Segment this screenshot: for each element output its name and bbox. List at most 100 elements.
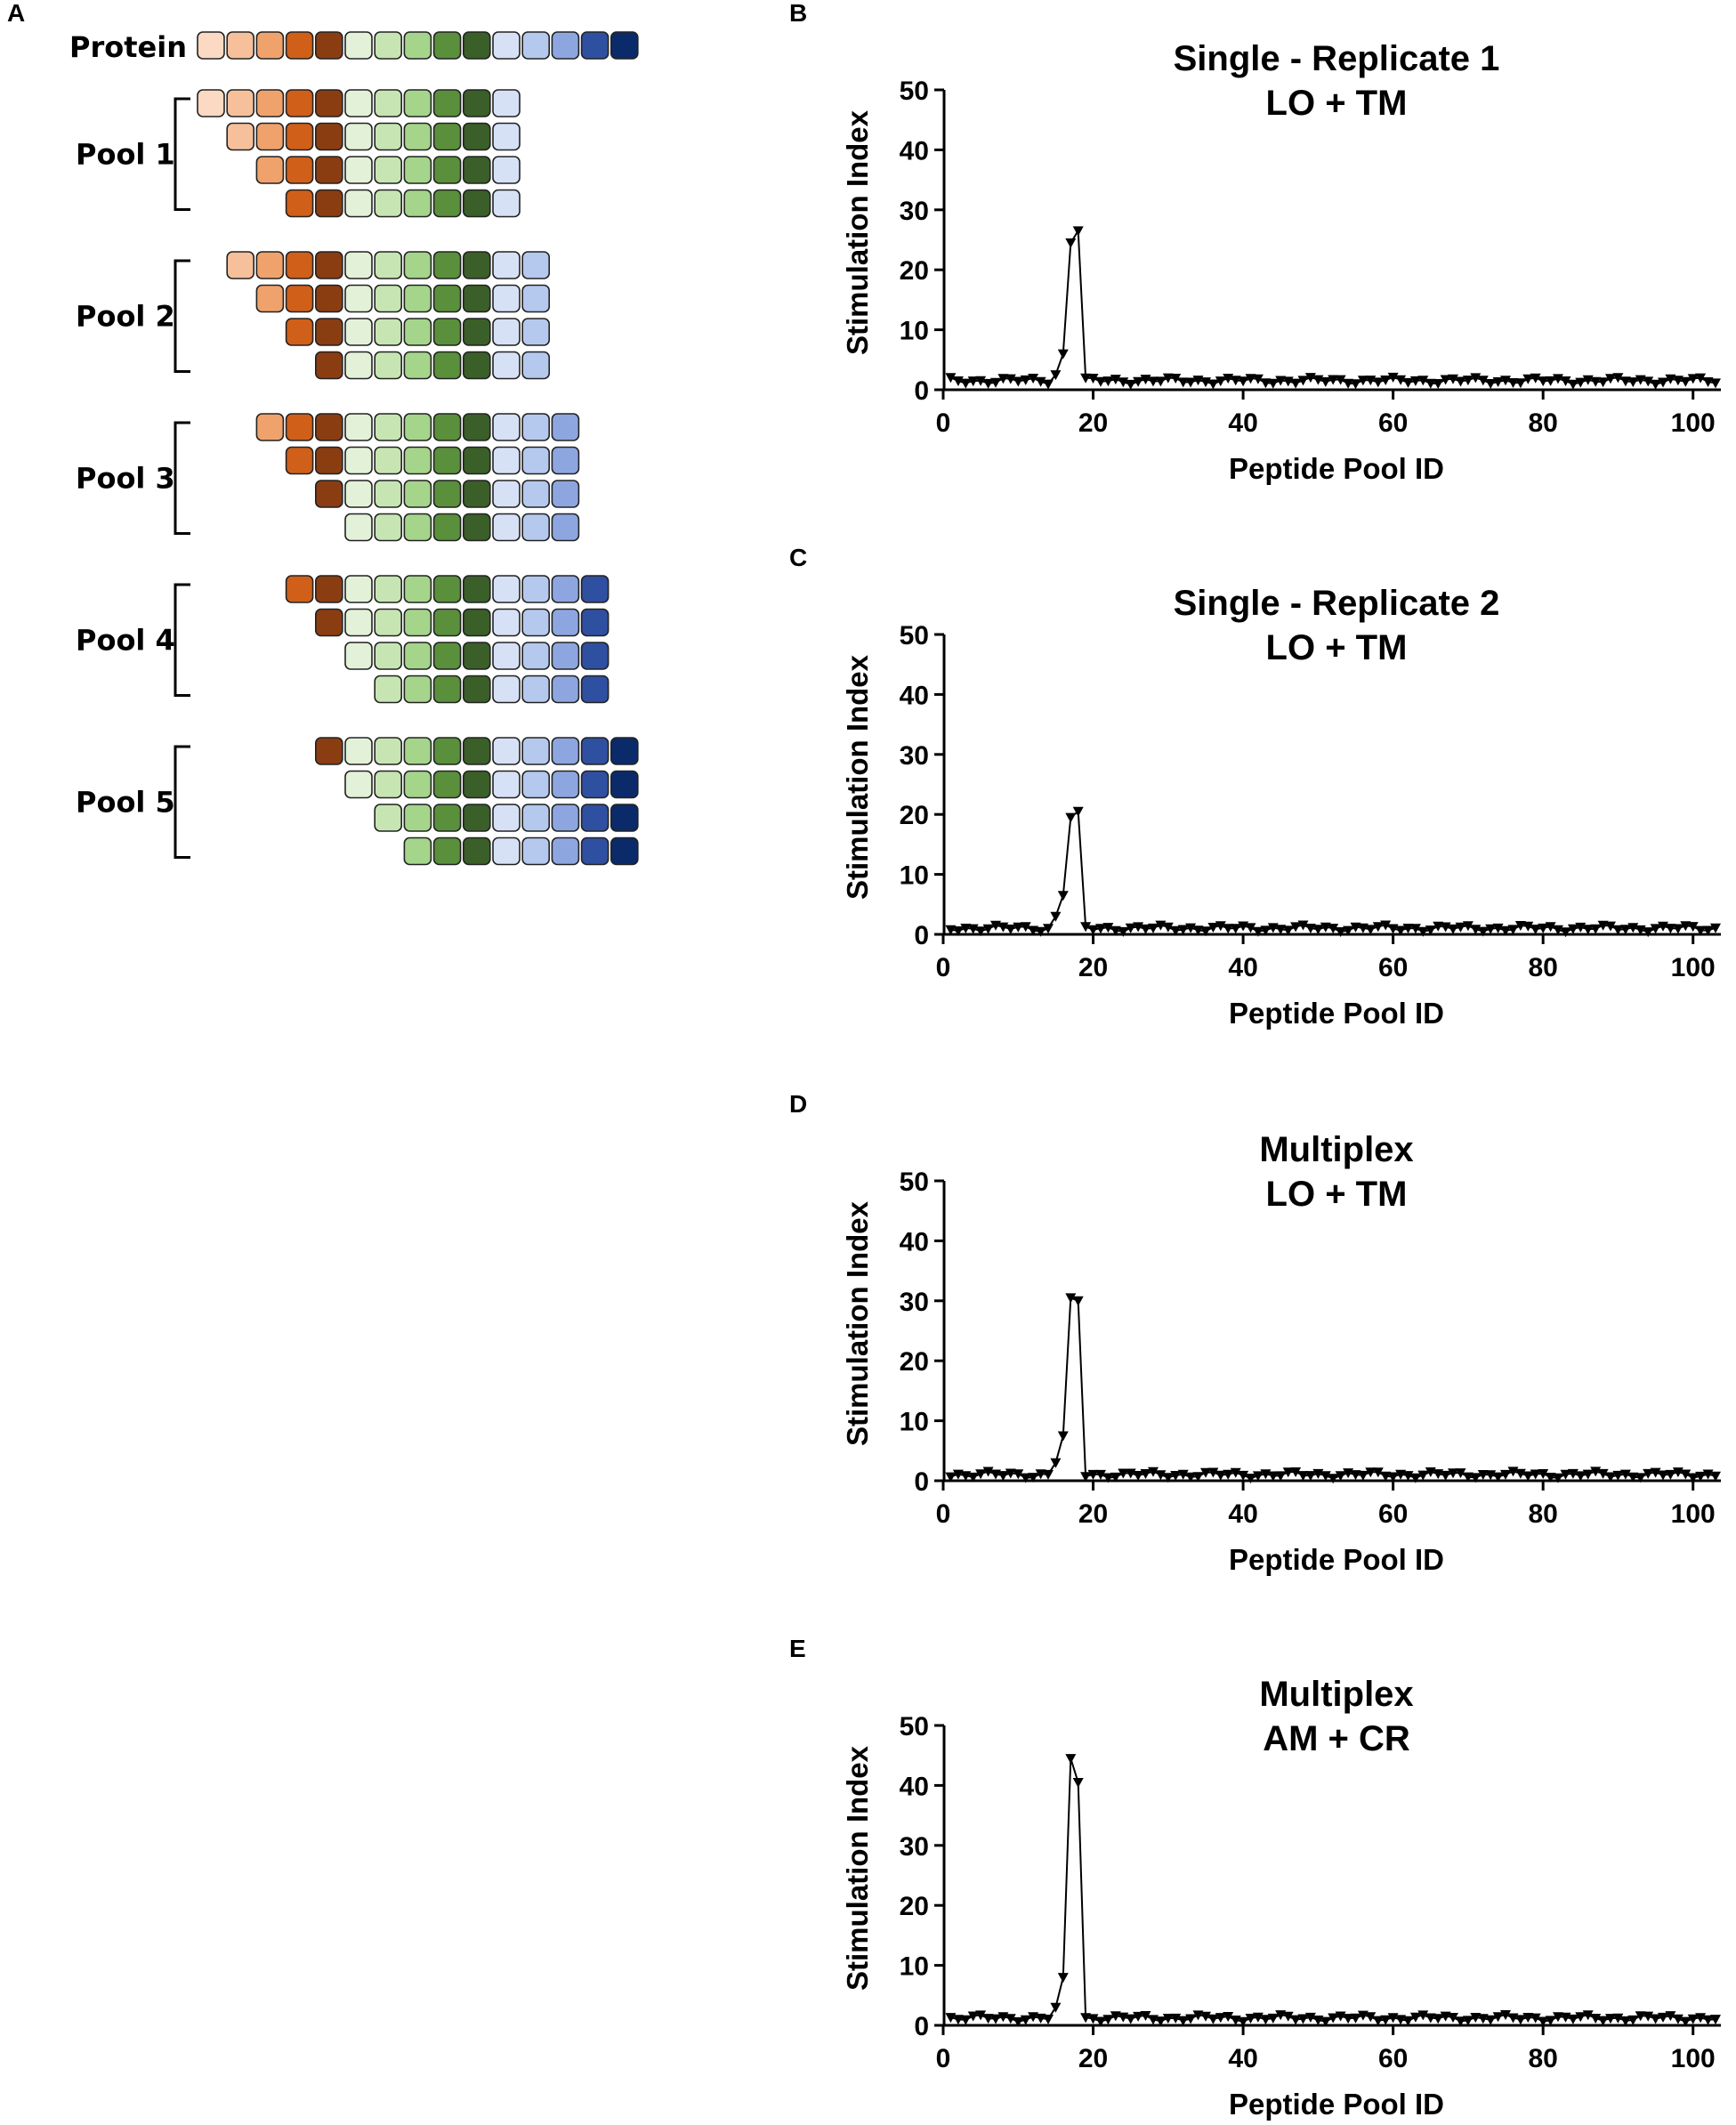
peptide-segment (432, 318, 462, 346)
y-axis-label: Stimulation Index (841, 654, 874, 900)
data-point (952, 1469, 964, 1480)
stimulation-charts: B Single - Replicate 1 LO + TM 0 10 20 30 40 50 0… (789, 0, 1721, 2121)
data-point (945, 373, 957, 384)
data-point (1395, 2015, 1407, 2025)
data-point (1522, 374, 1534, 384)
data-point (1343, 925, 1354, 936)
peptide-segment (492, 156, 521, 184)
data-point (982, 924, 994, 934)
data-point (1267, 378, 1279, 389)
peptide-segment (374, 351, 403, 380)
peptide-segment (462, 351, 491, 380)
data-point (1350, 922, 1361, 933)
peptide-segment (462, 675, 491, 704)
data-point (1658, 377, 1668, 388)
peptide-segment (374, 156, 403, 184)
peptide-segment (314, 608, 343, 637)
peptide-segment (344, 575, 373, 603)
peptide-segment (492, 351, 521, 380)
peptide-segment (226, 122, 254, 151)
data-point (1020, 1473, 1031, 1483)
peptide-segment (344, 122, 373, 151)
data-point (1627, 1472, 1639, 1483)
peptide-segment (462, 189, 491, 218)
data-point (1275, 1471, 1287, 1482)
data-point (1328, 2013, 1339, 2024)
peptide-segment (432, 737, 462, 765)
data-point (1223, 1469, 1234, 1480)
peptide-segment (492, 608, 521, 637)
peptide-segment (462, 480, 491, 508)
data-point (1320, 1471, 1331, 1482)
data-point (1605, 374, 1616, 384)
data-point (1230, 376, 1241, 386)
data-point (1560, 927, 1571, 938)
data-point (1492, 923, 1504, 933)
data-point (1395, 925, 1407, 936)
peptide-segment (314, 284, 343, 313)
y-tick-label: 0 (914, 1467, 929, 1497)
data-point (1417, 376, 1429, 386)
data-point (1650, 2014, 1661, 2024)
peptide-segment (551, 513, 580, 542)
data-point (1665, 2011, 1676, 2022)
data-point (1635, 1473, 1646, 1483)
peptide-segment (403, 804, 432, 832)
data-point (1500, 925, 1511, 936)
data-point (1650, 379, 1661, 390)
x-tick-label: 40 (1228, 953, 1257, 982)
series-line (949, 228, 1716, 385)
data-point (1080, 1472, 1092, 1483)
data-point (1072, 806, 1084, 817)
data-point (1155, 376, 1167, 387)
data-point (1627, 2015, 1639, 2025)
peptide-segment (432, 513, 462, 542)
data-point (1530, 925, 1541, 935)
peptide-segment (432, 804, 462, 832)
peptide-segment (521, 318, 551, 346)
data-point (1372, 1467, 1384, 1478)
protein-segment (551, 31, 580, 60)
peptide-segment (374, 413, 403, 441)
data-point (1185, 2014, 1197, 2024)
peptide-segment (344, 608, 373, 637)
data-point (1065, 812, 1077, 823)
peptide-segment (492, 480, 521, 508)
data-point (1087, 374, 1099, 384)
data-point (1710, 2015, 1721, 2025)
data-point (1643, 2011, 1654, 2022)
peptide-segment (432, 446, 462, 475)
data-point (1133, 2011, 1144, 2022)
data-point (1320, 922, 1331, 933)
data-point (1072, 1296, 1084, 1306)
y-tick-label: 20 (900, 256, 929, 286)
peptide-segment (314, 189, 343, 218)
data-point (975, 2010, 987, 2021)
data-point (1372, 377, 1384, 388)
peptide-segment (462, 575, 491, 603)
data-point (1260, 925, 1272, 936)
data-point (1710, 1471, 1721, 1482)
data-point (1402, 377, 1414, 388)
x-tick-label: 80 (1528, 408, 1557, 438)
data-point (1409, 924, 1421, 934)
peptide-segment (255, 156, 285, 184)
data-point (1575, 1471, 1587, 1482)
data-point (1252, 374, 1264, 384)
peptide-segment (403, 189, 432, 218)
peptide-segment (255, 122, 285, 151)
data-point (1477, 376, 1489, 386)
x-tick-label: 60 (1378, 408, 1408, 438)
data-point (1095, 1469, 1106, 1480)
data-point (1687, 922, 1699, 933)
data-point (1035, 376, 1046, 387)
peptide-segment (580, 575, 610, 603)
y-axis-label: Stimulation Index (841, 1745, 874, 1991)
data-point (1267, 2013, 1279, 2024)
data-point (1507, 925, 1519, 935)
peptide-segment (462, 804, 491, 832)
peptide-segment (432, 122, 462, 151)
data-point (1087, 2014, 1099, 2024)
data-point (997, 1471, 1009, 1482)
y-tick-label: 50 (900, 1168, 929, 1197)
